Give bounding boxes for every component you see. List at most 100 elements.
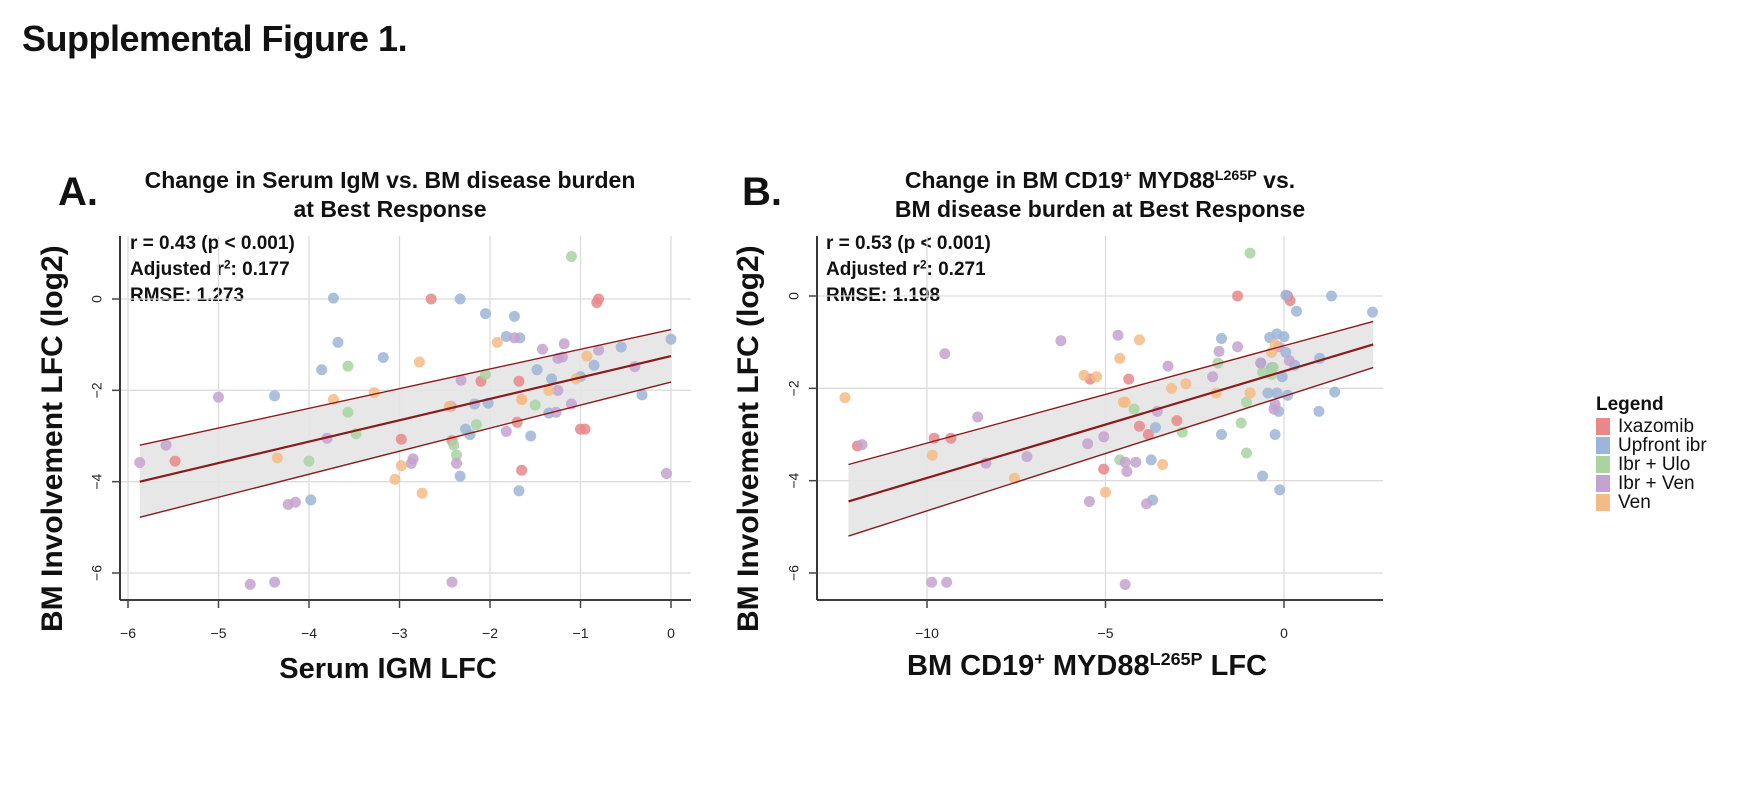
panel-a-rmse: RMSE: 1.273 bbox=[130, 285, 245, 306]
panel-b-point-ibr-ven bbox=[1207, 371, 1219, 383]
title-mid: MYD88 bbox=[1131, 167, 1215, 193]
panel-a-point-ven bbox=[395, 460, 407, 472]
panel-a-point-ibr-ulo bbox=[479, 368, 491, 380]
panel-b-point-upfront-ibr bbox=[1276, 371, 1288, 383]
panel-b-point-upfront-ibr bbox=[1271, 387, 1283, 399]
panel-a-x-tick-label: 0 bbox=[667, 625, 675, 641]
legend-swatch bbox=[1596, 494, 1610, 511]
panel-b-point-ibr-ven bbox=[1021, 451, 1033, 463]
legend-swatch bbox=[1596, 475, 1610, 492]
adj-prefix: Adjusted r bbox=[826, 259, 920, 280]
panel-a-point-ibr-ven bbox=[213, 391, 224, 403]
panel-b-point-ven bbox=[1157, 459, 1169, 471]
panel-b-point-ven bbox=[1078, 369, 1090, 381]
legend-label: Ven bbox=[1618, 491, 1651, 513]
panel-b-point-upfront-ibr bbox=[1280, 289, 1292, 301]
panel-a-point-ibr-ven bbox=[550, 406, 562, 418]
legend-swatch bbox=[1596, 437, 1610, 454]
panel-a-x-tick-label: −6 bbox=[120, 625, 136, 641]
panel-b-point-ixazomib bbox=[1171, 415, 1183, 427]
panel-b-y-tick-label: 0 bbox=[786, 292, 802, 300]
panel-b-point-ibr-ven bbox=[1162, 360, 1174, 372]
panel-a-point-upfront-ibr bbox=[525, 430, 537, 442]
panel-a-point-upfront-ibr bbox=[479, 308, 491, 320]
panel-b-point-ibr-ven bbox=[1098, 431, 1110, 443]
panel-b-point-ibr-ven bbox=[926, 576, 938, 588]
panel-a-point-ibr-ulo bbox=[342, 360, 354, 372]
panel-b-point-ixazomib bbox=[1232, 290, 1244, 302]
panel-b-regression-line bbox=[848, 343, 1374, 503]
panel-a-ci-upper-line bbox=[139, 328, 672, 446]
panel-a-point-ixazomib bbox=[591, 297, 603, 309]
panel-a-point-upfront-ibr bbox=[615, 341, 627, 353]
panel-a-point-upfront-ibr bbox=[665, 333, 677, 345]
panel-b-point-ixazomib bbox=[1098, 463, 1110, 475]
panel-b-point-ven bbox=[1166, 382, 1178, 394]
panel-a-point-ixazomib bbox=[395, 433, 407, 445]
panel-b-point-upfront-ibr bbox=[1216, 332, 1228, 344]
panel-a-point-ibr-ven bbox=[446, 576, 458, 588]
panel-b-point-upfront-ibr bbox=[1269, 429, 1281, 440]
panel-b-point-ibr-ulo bbox=[1241, 396, 1253, 408]
panel-a-point-ven bbox=[416, 487, 428, 499]
panel-a-adjusted-r2: Adjusted r2: 0.177 bbox=[130, 257, 295, 283]
panel-b-point-upfront-ibr bbox=[1145, 454, 1157, 466]
panel-b-letter: B. bbox=[742, 170, 782, 214]
legend-label: Ixazomib bbox=[1618, 415, 1695, 437]
panel-a-point-upfront-ibr bbox=[269, 390, 281, 402]
panel-a-title-line2: at Best Response bbox=[293, 196, 487, 222]
panel-a-point-ven bbox=[271, 452, 283, 464]
panel-b-point-upfront-ibr bbox=[1274, 484, 1286, 496]
panel-a-point-ven bbox=[491, 336, 503, 348]
adj-value: : 0.177 bbox=[230, 259, 290, 280]
panel-b-x-tick-label: −5 bbox=[1098, 625, 1114, 641]
panel-a-point-ixazomib bbox=[425, 293, 437, 305]
panel-b-x-tick-label: 0 bbox=[1280, 625, 1288, 641]
panel-b-x-tick-label: −10 bbox=[915, 625, 939, 641]
panel-a-y-tick-label: −6 bbox=[89, 565, 105, 581]
legend-item-upfront-ibr: Upfront ibr bbox=[1596, 435, 1707, 456]
panel-b-title: Change in BM CD19+ MYD88L265P vs. BM dis… bbox=[840, 166, 1360, 224]
panel-a-x-tick-label: −2 bbox=[482, 625, 498, 641]
panel-b-adjusted-r2: Adjusted r2: 0.271 bbox=[826, 257, 991, 283]
panel-a-point-upfront-ibr bbox=[332, 336, 344, 348]
panel-a-point-ibr-ven bbox=[508, 332, 520, 344]
legend: Legend Ixazomib Upfront ibr Ibr + Ulo Ib… bbox=[1596, 394, 1707, 513]
panel-b-point-ibr-ven bbox=[1283, 355, 1295, 367]
legend-swatch bbox=[1596, 418, 1610, 435]
panel-b-point-ven bbox=[1119, 396, 1131, 408]
panel-b-point-ibr-ulo bbox=[1128, 403, 1140, 415]
panel-b-point-ibr-ven bbox=[1130, 456, 1142, 468]
panel-a-point-upfront-ibr bbox=[531, 364, 543, 376]
panel-b-y-tick-label: −4 bbox=[786, 472, 802, 488]
panel-b-point-ibr-ven bbox=[1232, 341, 1244, 353]
panel-b-point-ibr-ven bbox=[1268, 403, 1280, 415]
adj-sup: 2 bbox=[223, 258, 231, 272]
legend-item-ibr-ulo: Ibr + Ulo bbox=[1596, 454, 1707, 475]
panel-a-point-upfront-ibr bbox=[636, 389, 648, 401]
panel-b-ci-lower-line bbox=[848, 366, 1374, 537]
panel-a-point-ibr-ulo bbox=[303, 455, 315, 467]
panel-a-point-ixazomib bbox=[575, 423, 586, 435]
panel-b-point-ibr-ven bbox=[1055, 335, 1067, 347]
panel-a-title: Change in Serum IgM vs. BM disease burde… bbox=[130, 166, 650, 224]
panel-b-point-ibr-ulo bbox=[1244, 247, 1256, 259]
panel-a-point-upfront-ibr bbox=[454, 470, 466, 482]
panel-b-point-ixazomib bbox=[1142, 429, 1154, 440]
panel-a-point-ibr-ulo bbox=[529, 399, 541, 411]
panel-a-x-tick-label: −1 bbox=[573, 625, 589, 641]
panel-a-point-ibr-ulo bbox=[565, 251, 577, 263]
panel-b-point-ven bbox=[1091, 371, 1103, 383]
panel-a-point-ixazomib bbox=[511, 416, 523, 428]
figure-title: Supplemental Figure 1. bbox=[22, 18, 408, 59]
panel-a-point-upfront-ibr bbox=[513, 485, 525, 497]
panel-a-point-ibr-ven bbox=[536, 343, 548, 355]
panel-a-point-ven bbox=[543, 384, 555, 396]
panel-b-point-ibr-ven bbox=[1119, 456, 1131, 468]
panel-a-point-ibr-ven bbox=[593, 344, 605, 356]
panel-b-point-upfront-ibr bbox=[1278, 331, 1290, 343]
panel-b-point-ibr-ulo bbox=[1212, 357, 1224, 369]
panel-a-y-tick-label: −2 bbox=[89, 382, 105, 398]
panel-b-point-ven bbox=[1244, 387, 1256, 399]
